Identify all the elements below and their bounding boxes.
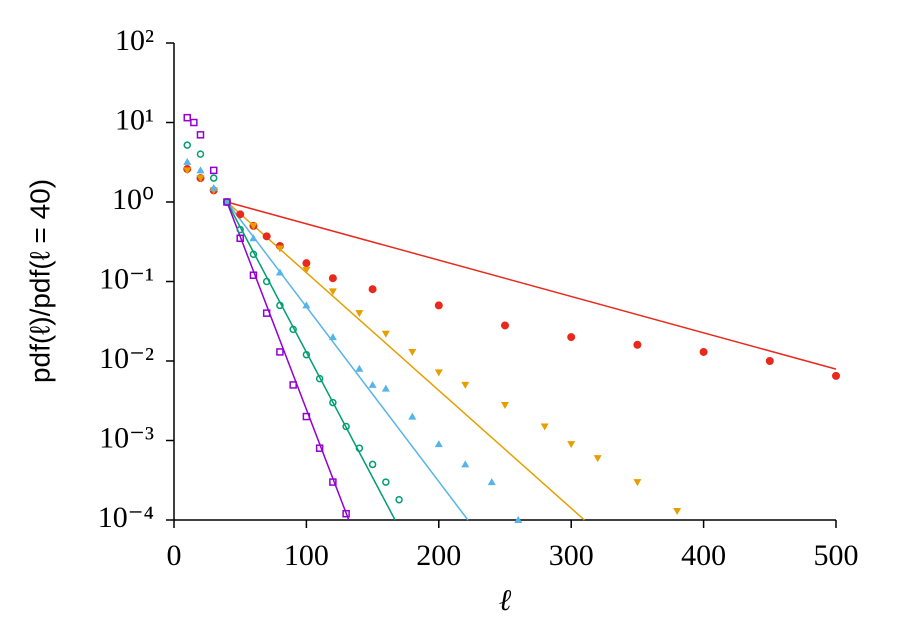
point bbox=[673, 507, 682, 515]
fit-line bbox=[226, 201, 396, 521]
point bbox=[382, 478, 390, 486]
point bbox=[196, 131, 205, 139]
point bbox=[315, 444, 324, 452]
point bbox=[434, 301, 443, 310]
point bbox=[699, 347, 708, 356]
point bbox=[302, 412, 311, 421]
point bbox=[329, 478, 337, 486]
x-tick-label: 100 bbox=[284, 539, 329, 572]
point bbox=[196, 166, 205, 174]
point bbox=[342, 509, 350, 518]
point bbox=[368, 380, 377, 388]
point bbox=[262, 309, 271, 317]
point bbox=[302, 301, 311, 309]
point bbox=[328, 274, 337, 283]
point bbox=[183, 141, 191, 149]
y-tick-label: 10⁻³ bbox=[99, 421, 154, 454]
point bbox=[302, 266, 311, 274]
point bbox=[461, 460, 470, 468]
point bbox=[249, 250, 258, 259]
fit-line bbox=[226, 201, 469, 521]
point bbox=[183, 157, 192, 165]
point bbox=[567, 333, 576, 342]
point bbox=[196, 150, 205, 158]
x-tick-label: 400 bbox=[681, 539, 726, 572]
y-tick-label: 10² bbox=[115, 24, 154, 57]
y-tick-label: 10¹ bbox=[115, 103, 154, 136]
point bbox=[236, 225, 244, 234]
point bbox=[487, 478, 496, 486]
point bbox=[765, 357, 774, 365]
fit-line bbox=[226, 201, 350, 521]
x-tick-label: 500 bbox=[814, 539, 859, 572]
point bbox=[540, 423, 549, 431]
point bbox=[342, 422, 350, 431]
point bbox=[514, 516, 523, 523]
point bbox=[315, 374, 324, 383]
x-axis-label: ℓ bbox=[499, 584, 512, 617]
point bbox=[381, 384, 390, 392]
point bbox=[289, 381, 297, 389]
point bbox=[567, 441, 576, 449]
point bbox=[275, 268, 284, 276]
point bbox=[209, 166, 218, 175]
point bbox=[223, 198, 231, 206]
point bbox=[276, 348, 284, 356]
point bbox=[368, 285, 377, 294]
point bbox=[302, 350, 311, 359]
point bbox=[355, 444, 364, 452]
y-axis-label: pdf(ℓ)/pdf(ℓ = 40) bbox=[24, 179, 55, 383]
point bbox=[434, 440, 443, 448]
point bbox=[209, 174, 218, 182]
fit-line bbox=[226, 201, 837, 370]
point bbox=[249, 222, 258, 230]
point bbox=[262, 232, 271, 241]
point bbox=[249, 234, 258, 242]
y-tick-label: 10⁰ bbox=[112, 183, 154, 216]
point bbox=[236, 234, 244, 242]
point bbox=[328, 288, 337, 296]
point bbox=[190, 118, 198, 127]
point bbox=[381, 330, 390, 338]
y-tick-label: 10⁻² bbox=[99, 342, 154, 375]
x-tick-label: 0 bbox=[167, 539, 182, 572]
point bbox=[183, 167, 192, 175]
point bbox=[236, 210, 245, 219]
point bbox=[302, 259, 311, 268]
point bbox=[183, 113, 191, 122]
point bbox=[593, 455, 602, 463]
point bbox=[249, 271, 258, 279]
point bbox=[832, 371, 840, 380]
point bbox=[262, 277, 271, 286]
point bbox=[461, 381, 470, 389]
point bbox=[408, 412, 417, 420]
point bbox=[355, 310, 364, 318]
point bbox=[276, 301, 284, 310]
point bbox=[329, 398, 337, 407]
point bbox=[501, 401, 509, 409]
point bbox=[434, 369, 443, 377]
point bbox=[501, 321, 509, 330]
point bbox=[209, 184, 218, 192]
point bbox=[633, 340, 642, 349]
fit-line bbox=[226, 201, 585, 521]
y-tick-label: 10⁻¹ bbox=[99, 262, 154, 295]
x-tick-label: 200 bbox=[416, 539, 461, 572]
point bbox=[408, 348, 417, 356]
point bbox=[275, 245, 284, 253]
point bbox=[633, 479, 642, 487]
point bbox=[328, 333, 337, 341]
point bbox=[368, 460, 377, 469]
point bbox=[196, 175, 205, 183]
point bbox=[395, 495, 403, 504]
point bbox=[355, 364, 364, 372]
y-tick-label: 10⁻⁴ bbox=[98, 501, 154, 534]
point bbox=[289, 325, 297, 334]
x-tick-label: 300 bbox=[549, 539, 594, 572]
